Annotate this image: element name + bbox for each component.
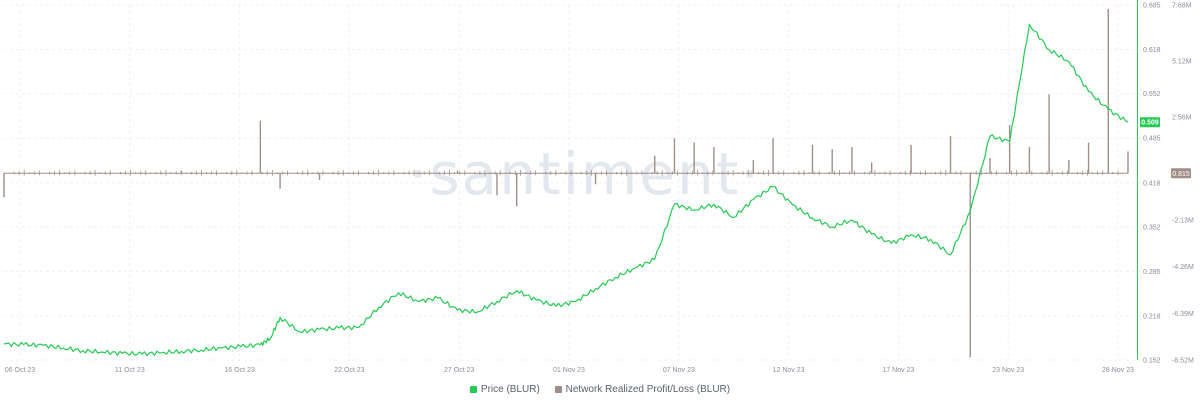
nrpl-current-badge: 0.815 bbox=[1171, 168, 1191, 179]
price-axis-ticks: 0.685 0.618 0.552 0.485 0.418 0.352 0.285 0.218… bbox=[1143, 3, 1161, 365]
x-tick-label: 12 Nov 23 bbox=[773, 367, 805, 374]
x-tick-label: 11 Oct 23 bbox=[115, 367, 145, 374]
price-current-label: 0.509 bbox=[1141, 120, 1159, 127]
price-tick-label: 0.618 bbox=[1143, 47, 1161, 54]
legend-label-price: Price (BLUR) bbox=[480, 384, 540, 395]
x-tick-label: 07 Nov 23 bbox=[663, 367, 695, 374]
nrpl-tick-label: 2.56M bbox=[1172, 115, 1192, 122]
legend-item-nrpl[interactable]: Network Realized Profit/Loss (BLUR) bbox=[554, 384, 731, 395]
price-tick-label: 0.685 bbox=[1143, 3, 1161, 10]
nrpl-tick-label: -2.13M bbox=[1172, 217, 1194, 224]
nrpl-tick-label: 7.68M bbox=[1172, 3, 1192, 10]
price-tick-label: 0.418 bbox=[1143, 180, 1161, 187]
price-tick-label: 0.552 bbox=[1143, 91, 1161, 98]
watermark: ·santiment· bbox=[409, 140, 761, 208]
price-series-line bbox=[3, 23, 1129, 357]
nrpl-current-label: 0.815 bbox=[1172, 171, 1190, 178]
legend-swatch-nrpl bbox=[554, 386, 562, 393]
x-tick-label: 28 Nov 23 bbox=[1102, 367, 1134, 374]
price-tick-label: 0.285 bbox=[1143, 269, 1161, 276]
nrpl-tick-label: -4.26M bbox=[1172, 264, 1194, 271]
legend-label-nrpl: Network Realized Profit/Loss (BLUR) bbox=[565, 384, 731, 395]
nrpl-tick-label: -6.39M bbox=[1172, 311, 1194, 318]
nrpl-axis-ticks: 7.68M 5.12M 2.56M -2.13M -4.26M -6.39M -8.52M bbox=[1172, 3, 1194, 365]
price-tick-label: 0.485 bbox=[1143, 136, 1161, 143]
grid bbox=[4, 4, 1160, 361]
legend-swatch-price bbox=[469, 386, 477, 393]
nrpl-series bbox=[3, 8, 1129, 358]
x-tick-label: 01 Nov 23 bbox=[553, 367, 585, 374]
x-tick-label: 17 Nov 23 bbox=[882, 367, 914, 374]
x-axis-ticks: 06 Oct 23 11 Oct 23 16 Oct 23 22 Oct 23 27 O… bbox=[5, 367, 1134, 374]
x-tick-label: 23 Nov 23 bbox=[992, 367, 1024, 374]
price-tick-label: 0.352 bbox=[1143, 224, 1161, 231]
x-tick-label: 22 Oct 23 bbox=[334, 367, 364, 374]
x-tick-label: 27 Oct 23 bbox=[444, 367, 474, 374]
x-tick-label: 16 Oct 23 bbox=[224, 367, 254, 374]
price-tick-label: 0.218 bbox=[1143, 314, 1161, 321]
nrpl-tick-label: 5.12M bbox=[1172, 59, 1192, 66]
price-current-badge: 0.509 bbox=[1140, 117, 1160, 128]
x-tick-label: 06 Oct 23 bbox=[5, 367, 35, 374]
legend: Price (BLUR) Network Realized Profit/Los… bbox=[0, 384, 1200, 396]
legend-item-price[interactable]: Price (BLUR) bbox=[469, 384, 540, 395]
price-tick-label: 0.152 bbox=[1143, 358, 1161, 365]
nrpl-tick-label: -8.52M bbox=[1172, 358, 1194, 365]
